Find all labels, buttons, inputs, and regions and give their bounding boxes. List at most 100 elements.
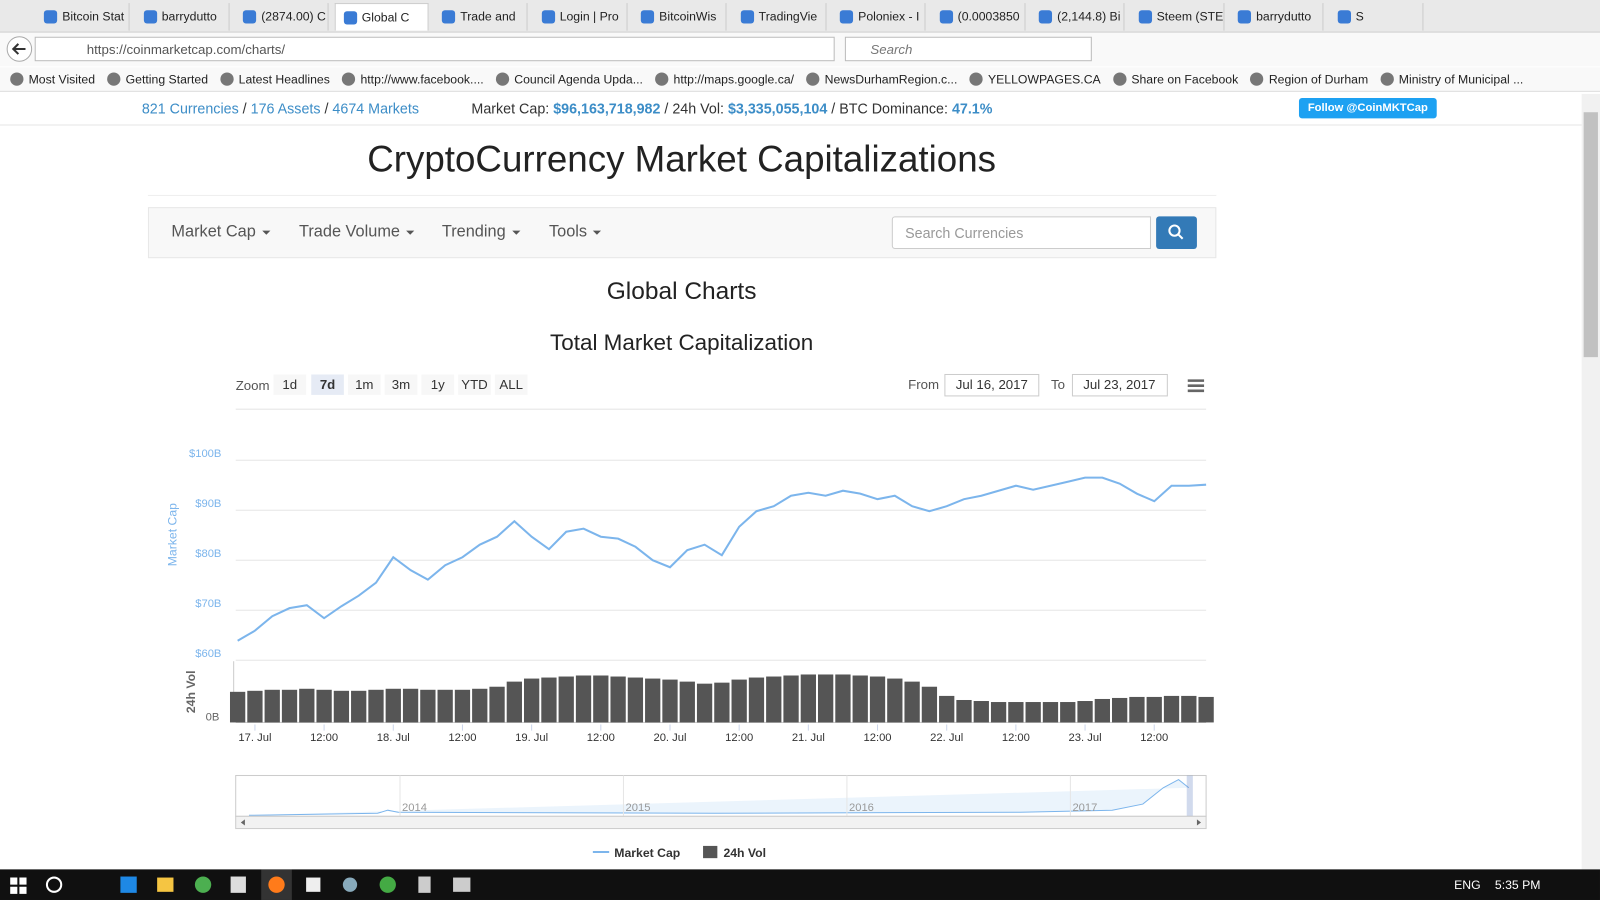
zoom-button-label[interactable]: 1m [355,377,373,392]
taskbar: ENG 5:35 PM [0,869,1600,900]
bookmark[interactable]: Council Agenda Upda... [495,67,643,90]
vol-bar [558,676,574,723]
vol-bar [1042,702,1059,723]
nav-bar: Search Currencies Market Cap Trade Volume… [147,207,1217,259]
search-button[interactable] [1156,216,1197,249]
link[interactable]: 4674 Markets [332,99,419,117]
tab[interactable]: TradingVie [732,3,827,31]
menu-button[interactable] [1187,379,1205,393]
back-button[interactable] [4,33,35,67]
nav-item[interactable]: Market Cap [171,223,270,241]
zoom-button-label[interactable]: 1d [282,377,297,392]
tab[interactable]: Trade and [434,3,528,31]
tab[interactable]: barrydutto [1230,3,1324,31]
to-label: To [1051,377,1065,392]
tab[interactable]: Bitcoin Stat [36,3,130,31]
toolbar: https://coinmarketcap.com/charts/ Search [0,32,1600,67]
navigator-selection[interactable] [1186,775,1193,817]
label: 24h Vol: [672,99,725,117]
bookmark[interactable]: YELLOWPAGES.CA [969,67,1101,90]
nav-item[interactable]: Trending [442,223,520,241]
from-input[interactable] [944,373,1040,397]
tab[interactable]: (0.0003850 [931,3,1025,31]
currency-search[interactable]: Search Currencies [891,216,1152,249]
bookmark[interactable]: Most Visited [10,67,95,90]
zoom-button[interactable] [384,374,418,395]
bookmark[interactable]: http://maps.google.ca/ [655,67,794,90]
bookmark[interactable]: Share on Facebook [1112,67,1238,90]
y-axis-title: Market Cap [166,503,180,566]
tab[interactable]: Login | Pro [533,3,628,31]
link[interactable]: 821 Currencies [141,99,239,117]
zoom-button-label[interactable]: 1y [431,377,445,392]
vol-bar [921,686,938,723]
tab-icon [740,10,754,24]
divider [147,194,1217,196]
chart-title: Total Market Capitalization [550,330,813,355]
x-tick-label: 21. Jul [792,732,825,744]
value: $96,163,718,982 [553,99,661,117]
navigator-scrollbar[interactable] [235,815,1207,830]
bookmark-icon [1112,72,1127,86]
zoom-button[interactable] [347,374,381,395]
separator: / [664,99,669,117]
zoom-button[interactable] [311,374,344,395]
legend-label[interactable]: 24h Vol [723,846,766,860]
label: Market Cap: [471,99,550,117]
separator: / [242,99,247,117]
url-bar[interactable]: https://coinmarketcap.com/charts/ [34,36,835,62]
zoom-button[interactable] [494,374,528,395]
tab[interactable]: (2874.00) C [235,3,329,31]
tab-icon [242,10,257,24]
bookmark-icon [495,72,510,86]
navigator-label: 2014 [402,802,427,814]
to-input[interactable] [1071,373,1168,397]
scroll-thumb[interactable] [1583,112,1598,358]
legend-label[interactable]: Market Cap [614,846,680,860]
zoom-button-label[interactable]: 7d [320,377,335,392]
clock[interactable]: 5:35 PM [1494,877,1541,892]
vol-bar [1111,697,1128,723]
bookmark-icon [969,72,983,86]
bookmark[interactable]: http://www.facebook.... [342,67,484,90]
bookmark[interactable]: NewsDurhamRegion.c... [806,67,957,90]
zoom-button[interactable] [273,374,307,395]
bookmark[interactable]: Latest Headlines [220,67,330,90]
zoom-button-label[interactable]: ALL [499,377,523,392]
bookmark[interactable]: Region of Durham [1250,67,1368,90]
zoom-button-label[interactable]: 3m [392,377,410,392]
bookmark[interactable]: Ministry of Municipal ... [1380,67,1523,90]
x-tick-label: 12:00 [448,732,476,744]
tab[interactable]: (2,144.8) Bi [1031,3,1125,31]
scrollbar[interactable] [1581,93,1600,870]
tab[interactable]: Steem (STE [1130,3,1224,31]
vol-bar [887,678,903,723]
follow-button[interactable]: Follow @CoinMKTCap [1298,97,1437,119]
nav-item[interactable]: Tools [549,223,601,241]
tab[interactable]: Global C [334,3,429,31]
navigator-label: 2017 [1072,802,1097,814]
tab[interactable]: S [1329,3,1423,31]
x-tick-label: 17. Jul [238,732,271,744]
search-box[interactable]: Search [844,36,1092,62]
tab[interactable]: barrydutto [135,3,230,31]
x-tick-label: 12:00 [1002,732,1030,744]
nav-item[interactable]: Trade Volume [299,223,414,241]
language[interactable]: ENG [1454,877,1481,892]
tab[interactable]: Poloniex - I [832,3,926,31]
bookmark[interactable]: Getting Started [107,67,208,90]
zoom-button[interactable] [458,374,491,395]
bookmark-icon [10,72,24,86]
zoom-button-label[interactable]: YTD [461,377,488,392]
from-value[interactable]: Jul 16, 2017 [956,377,1028,392]
bookmark-icon [806,72,820,86]
vol-bar [247,690,263,723]
to-value[interactable]: Jul 23, 2017 [1083,377,1155,392]
link[interactable]: 176 Assets [250,99,321,117]
tab[interactable]: BitcoinWis [633,3,727,31]
tab-strip: Bitcoin Stat barrydutto (2874.00) C Global … [0,0,1600,33]
vol-bar [869,676,886,723]
zoom-button[interactable] [421,374,455,395]
tab-icon [1237,10,1252,24]
tab-icon [1337,10,1351,24]
